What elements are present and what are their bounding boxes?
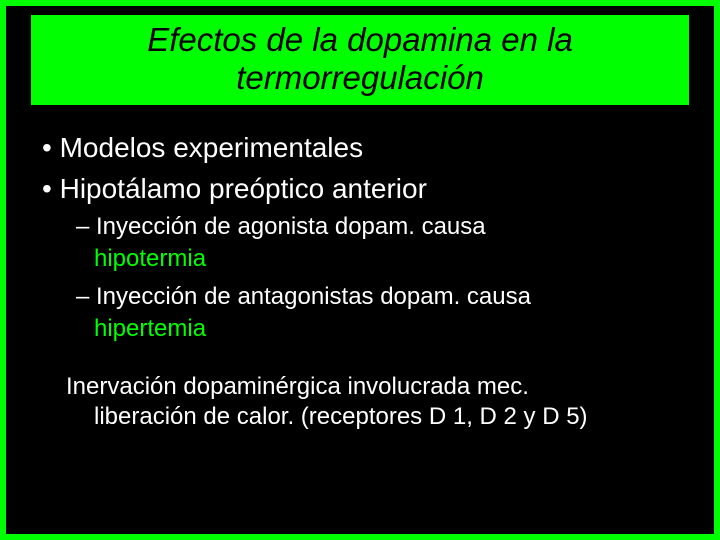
bullet-level1: Hipotálamo preóptico anterior: [42, 171, 686, 206]
content-area: Modelos experimentales Hipotálamo preópt…: [6, 108, 714, 432]
sub-lead: Inyección de agonista dopam. causa: [76, 213, 486, 240]
paragraph-line: Inervación dopaminérgica involucrada mec…: [66, 372, 686, 402]
bullet-level2-cont: hipotermia: [94, 244, 686, 274]
paragraph-line: liberación de calor. (receptores D 1, D …: [94, 402, 686, 432]
highlight-term: hipotermia: [94, 245, 206, 272]
bullet-level2: Inyección de antagonistas dopam. causa: [76, 282, 686, 312]
bullet-level2-cont: hipertemia: [94, 314, 686, 344]
sub-lead: Inyección de antagonistas dopam. causa: [76, 283, 531, 310]
title-box: Efectos de la dopamina en la termorregul…: [28, 12, 692, 108]
highlight-term: hipertemia: [94, 315, 206, 342]
slide-title: Efectos de la dopamina en la termorregul…: [41, 21, 679, 97]
bullet-level2: Inyección de agonista dopam. causa: [76, 212, 686, 242]
bullet-level1: Modelos experimentales: [42, 130, 686, 165]
slide: Efectos de la dopamina en la termorregul…: [0, 0, 720, 540]
